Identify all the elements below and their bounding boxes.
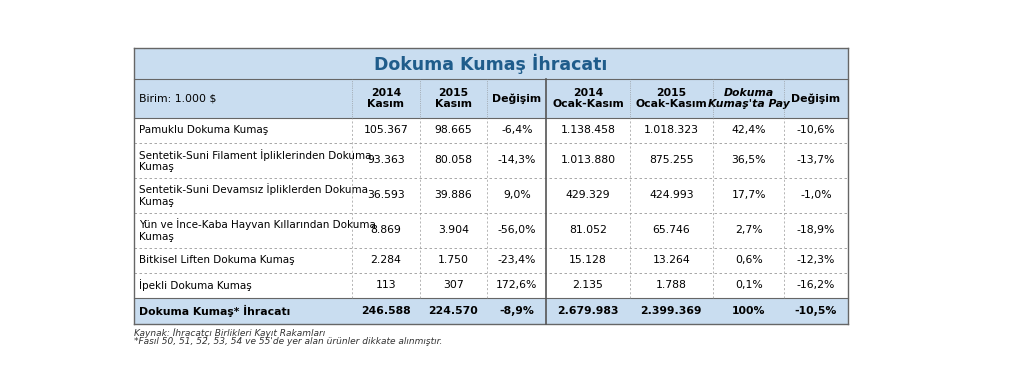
- Text: -16,2%: -16,2%: [797, 280, 835, 290]
- Text: 17,7%: 17,7%: [731, 190, 766, 200]
- Text: 1.750: 1.750: [438, 255, 469, 265]
- Text: 0,1%: 0,1%: [735, 280, 762, 290]
- Text: 875.255: 875.255: [649, 155, 694, 165]
- Bar: [134, 118, 848, 143]
- Text: 429.329: 429.329: [566, 190, 611, 200]
- Text: 15.128: 15.128: [569, 255, 607, 265]
- Text: 2015
Ocak-Kasım: 2015 Ocak-Kasım: [635, 87, 707, 109]
- Text: 93.363: 93.363: [367, 155, 405, 165]
- Text: 2015
Kasım: 2015 Kasım: [435, 87, 472, 109]
- Text: -12,3%: -12,3%: [797, 255, 835, 265]
- Text: Değişim: Değişim: [792, 93, 841, 104]
- Bar: [134, 213, 848, 248]
- Text: 1.013.880: 1.013.880: [561, 155, 616, 165]
- Text: 42,4%: 42,4%: [731, 125, 766, 135]
- Text: 105.367: 105.367: [363, 125, 408, 135]
- Text: -1,0%: -1,0%: [800, 190, 832, 200]
- Text: -6,4%: -6,4%: [501, 125, 533, 135]
- Text: -18,9%: -18,9%: [797, 225, 835, 235]
- Text: 172,6%: 172,6%: [496, 280, 537, 290]
- Text: 224.570: 224.570: [429, 306, 478, 316]
- Text: 2.399.369: 2.399.369: [640, 306, 702, 316]
- Text: İpekli Dokuma Kumaş: İpekli Dokuma Kumaş: [139, 279, 252, 291]
- Text: 2,7%: 2,7%: [735, 225, 762, 235]
- Text: 9,0%: 9,0%: [503, 190, 531, 200]
- Text: 2.135: 2.135: [573, 280, 604, 290]
- Bar: [134, 143, 848, 178]
- Text: 2014
Ocak-Kasım: 2014 Ocak-Kasım: [552, 87, 624, 109]
- Text: Dokuma Kumaş* İhracatı: Dokuma Kumaş* İhracatı: [139, 305, 291, 317]
- Text: 80.058: 80.058: [435, 155, 473, 165]
- Text: 2014
Kasım: 2014 Kasım: [367, 87, 404, 109]
- Text: 100%: 100%: [731, 306, 765, 316]
- Bar: [134, 298, 848, 324]
- Text: 39.886: 39.886: [435, 190, 473, 200]
- Text: 246.588: 246.588: [361, 306, 411, 316]
- Text: -23,4%: -23,4%: [497, 255, 536, 265]
- Text: Pamuklu Dokuma Kumaş: Pamuklu Dokuma Kumaş: [139, 125, 268, 135]
- Text: 424.993: 424.993: [649, 190, 694, 200]
- Text: 98.665: 98.665: [435, 125, 473, 135]
- Text: -13,7%: -13,7%: [797, 155, 835, 165]
- Text: 65.746: 65.746: [653, 225, 691, 235]
- Text: -14,3%: -14,3%: [497, 155, 536, 165]
- Text: 8.869: 8.869: [370, 225, 401, 235]
- Text: 36.593: 36.593: [367, 190, 405, 200]
- Text: 2.679.983: 2.679.983: [558, 306, 619, 316]
- Text: -56,0%: -56,0%: [497, 225, 536, 235]
- Text: Sentetik-Suni Filament İpliklerinden Dokuma
Kumaş: Sentetik-Suni Filament İpliklerinden Dok…: [139, 149, 371, 172]
- Bar: [134, 178, 848, 213]
- Text: 1.138.458: 1.138.458: [561, 125, 616, 135]
- Text: -8,9%: -8,9%: [499, 306, 534, 316]
- Text: 81.052: 81.052: [569, 225, 607, 235]
- Text: 1.788: 1.788: [656, 280, 686, 290]
- Bar: [134, 248, 848, 273]
- Text: Sentetik-Suni Devamsız İpliklerden Dokuma
Kumaş: Sentetik-Suni Devamsız İpliklerden Dokum…: [139, 183, 368, 207]
- Text: Dokuma
Kumaş'ta Pay: Dokuma Kumaş'ta Pay: [708, 87, 790, 109]
- Text: -10,5%: -10,5%: [795, 306, 837, 316]
- Text: 307: 307: [443, 280, 463, 290]
- Bar: [134, 79, 848, 118]
- Text: Yün ve İnce-Kaba Hayvan Kıllarından Dokuma
Kumaş: Yün ve İnce-Kaba Hayvan Kıllarından Doku…: [139, 219, 375, 242]
- Text: 36,5%: 36,5%: [731, 155, 766, 165]
- Bar: [134, 48, 848, 79]
- Text: 13.264: 13.264: [653, 255, 691, 265]
- Text: Kaynak: İhracatçı Birlikleri Kayıt Rakamları: Kaynak: İhracatçı Birlikleri Kayıt Rakam…: [134, 328, 325, 337]
- Text: 2.284: 2.284: [370, 255, 401, 265]
- Bar: [134, 273, 848, 298]
- Text: 0,6%: 0,6%: [735, 255, 762, 265]
- Text: Dokuma Kumaş İhracatı: Dokuma Kumaş İhracatı: [374, 53, 608, 74]
- Text: 3.904: 3.904: [438, 225, 469, 235]
- Text: 113: 113: [375, 280, 396, 290]
- Text: 1.018.323: 1.018.323: [643, 125, 699, 135]
- Text: Bitkisel Liften Dokuma Kumaş: Bitkisel Liften Dokuma Kumaş: [139, 255, 295, 265]
- Text: -10,6%: -10,6%: [797, 125, 836, 135]
- Text: Değişim: Değişim: [492, 93, 541, 104]
- Text: Birim: 1.000 $: Birim: 1.000 $: [139, 93, 216, 103]
- Text: *Fasıl 50, 51, 52, 53, 54 ve 55'de yer alan ürünler dikkate alınmıştır.: *Fasıl 50, 51, 52, 53, 54 ve 55'de yer a…: [134, 337, 443, 346]
